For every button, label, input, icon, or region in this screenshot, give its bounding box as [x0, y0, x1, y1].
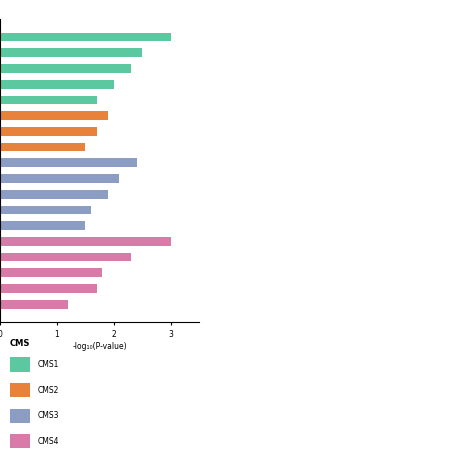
- Bar: [0, 48, 142, 57]
- Text: CMS2: CMS2: [38, 386, 59, 394]
- Bar: [0, 237, 171, 246]
- Bar: [0, 190, 108, 199]
- Bar: [0, 206, 91, 214]
- FancyBboxPatch shape: [10, 434, 30, 448]
- Bar: [0, 127, 97, 136]
- FancyBboxPatch shape: [10, 357, 30, 372]
- Text: CMS1: CMS1: [38, 360, 59, 369]
- Bar: [0, 111, 108, 120]
- Bar: [0, 158, 137, 167]
- FancyBboxPatch shape: [10, 383, 30, 397]
- Bar: [0, 80, 114, 89]
- X-axis label: -log₁₀(P-value): -log₁₀(P-value): [72, 342, 127, 351]
- Bar: [0, 268, 102, 277]
- Bar: [0, 143, 85, 151]
- Text: CMS3: CMS3: [38, 411, 59, 420]
- FancyBboxPatch shape: [10, 409, 30, 423]
- Bar: [0, 174, 119, 183]
- Bar: [0, 33, 171, 41]
- Bar: [0, 64, 131, 73]
- Bar: [0, 300, 68, 309]
- Text: CMS: CMS: [10, 339, 30, 348]
- Bar: [0, 96, 97, 104]
- Bar: [0, 221, 85, 230]
- Bar: [0, 284, 97, 293]
- Bar: [0, 253, 131, 261]
- Text: CMS4: CMS4: [38, 437, 59, 446]
